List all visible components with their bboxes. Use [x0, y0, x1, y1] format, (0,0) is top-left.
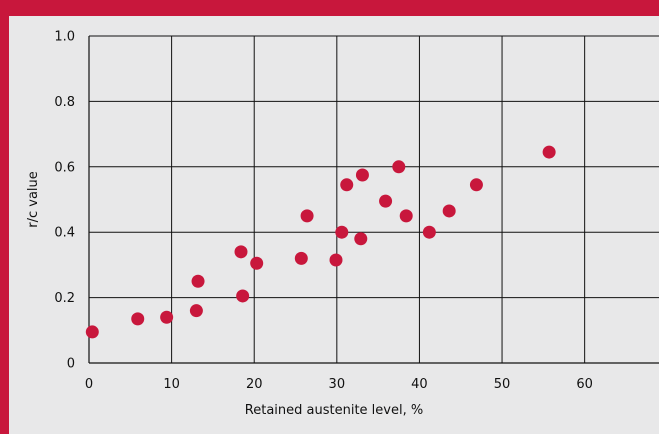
data-point [392, 160, 406, 174]
y-tick-label: 0.8 [54, 95, 75, 110]
data-point [442, 204, 456, 218]
data-point [236, 289, 250, 303]
x-tick-label: 60 [576, 377, 593, 392]
y-tick-label: 0.4 [54, 226, 75, 241]
y-axis-title: r/c value [26, 171, 41, 228]
x-tick-label: 40 [411, 377, 428, 392]
x-tick-label: 0 [85, 377, 93, 392]
data-point [191, 274, 205, 288]
data-point [300, 209, 314, 223]
data-point [354, 232, 368, 246]
x-tick-label: 20 [246, 377, 263, 392]
data-point [85, 325, 99, 339]
y-tick-label: 1.0 [54, 30, 75, 45]
y-tick-label: 0.6 [54, 160, 75, 175]
data-point [422, 225, 436, 239]
data-point [250, 256, 264, 270]
grid-lines [89, 35, 659, 363]
data-point [294, 251, 308, 265]
data-point [379, 194, 393, 208]
data-point [160, 310, 174, 324]
axes [88, 36, 659, 364]
x-tick-label: 10 [163, 377, 180, 392]
scatter-chart: 0 10 20 30 40 50 60 0 0.2 0.4 0.6 0.8 1.0 Retained a… [26, 30, 659, 418]
data-point [329, 253, 343, 267]
data-points [85, 145, 556, 339]
data-point [542, 145, 556, 159]
chart-panel: 0 10 20 30 40 50 60 0 0.2 0.4 0.6 0.8 1.0 Retained a… [9, 16, 659, 434]
x-tick-label: 30 [329, 377, 346, 392]
data-point [469, 178, 483, 192]
y-tick-label: 0.2 [54, 291, 75, 306]
data-point [131, 312, 145, 326]
data-point [335, 225, 349, 239]
x-tick-label: 50 [494, 377, 511, 392]
data-point [340, 178, 354, 192]
data-point [234, 245, 248, 259]
data-point [189, 304, 203, 318]
tick-labels: 0 10 20 30 40 50 60 0 0.2 0.4 0.6 0.8 1.0 [54, 30, 593, 393]
y-tick-label: 0 [67, 357, 75, 372]
data-point [355, 168, 369, 182]
data-point [399, 209, 413, 223]
x-axis-title: Retained austenite level, % [245, 403, 423, 418]
